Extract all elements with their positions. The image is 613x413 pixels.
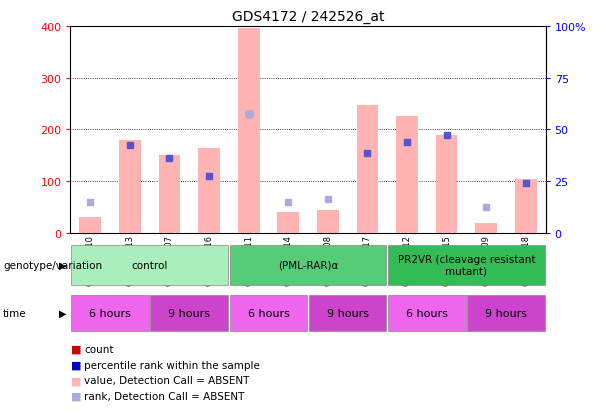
Text: ■: ■ [70, 375, 81, 385]
Text: 6 hours: 6 hours [406, 308, 447, 318]
Bar [150, 295, 228, 331]
Text: percentile rank within the sample: percentile rank within the sample [84, 360, 260, 370]
Text: ▶: ▶ [59, 260, 67, 271]
Text: genotype/variation: genotype/variation [3, 260, 102, 271]
Bar [396, 117, 418, 233]
Bar [71, 295, 149, 331]
Bar [119, 140, 141, 233]
Bar [230, 245, 386, 285]
Bar [238, 29, 259, 233]
Bar [467, 295, 545, 331]
Bar [230, 295, 307, 331]
Text: ■: ■ [70, 391, 81, 401]
Text: ■: ■ [70, 360, 81, 370]
Bar [159, 156, 180, 233]
Bar [357, 105, 378, 233]
Bar [515, 179, 536, 233]
Text: time: time [3, 308, 27, 318]
Text: value, Detection Call = ABSENT: value, Detection Call = ABSENT [84, 375, 249, 385]
Bar [388, 245, 545, 285]
Bar [277, 213, 299, 233]
Text: control: control [131, 260, 168, 271]
Bar [388, 295, 466, 331]
Text: 9 hours: 9 hours [485, 308, 527, 318]
Bar [80, 218, 101, 233]
Text: 6 hours: 6 hours [248, 308, 289, 318]
Text: PR2VR (cleavage resistant
mutant): PR2VR (cleavage resistant mutant) [398, 254, 535, 276]
Bar [436, 135, 457, 233]
Bar [317, 210, 339, 233]
Bar [71, 245, 228, 285]
Text: ▶: ▶ [59, 308, 67, 318]
Bar [309, 295, 386, 331]
Text: rank, Detection Call = ABSENT: rank, Detection Call = ABSENT [84, 391, 245, 401]
Text: 9 hours: 9 hours [327, 308, 368, 318]
Text: count: count [84, 344, 113, 354]
Bar [198, 148, 220, 233]
Text: 9 hours: 9 hours [168, 308, 210, 318]
Text: ■: ■ [70, 344, 81, 354]
Text: 6 hours: 6 hours [89, 308, 131, 318]
Bar [475, 223, 497, 233]
Title: GDS4172 / 242526_at: GDS4172 / 242526_at [232, 10, 384, 24]
Text: (PML-RAR)α: (PML-RAR)α [278, 260, 338, 271]
